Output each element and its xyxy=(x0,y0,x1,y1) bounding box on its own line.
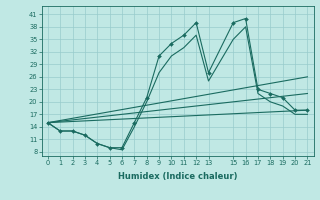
X-axis label: Humidex (Indice chaleur): Humidex (Indice chaleur) xyxy=(118,172,237,181)
